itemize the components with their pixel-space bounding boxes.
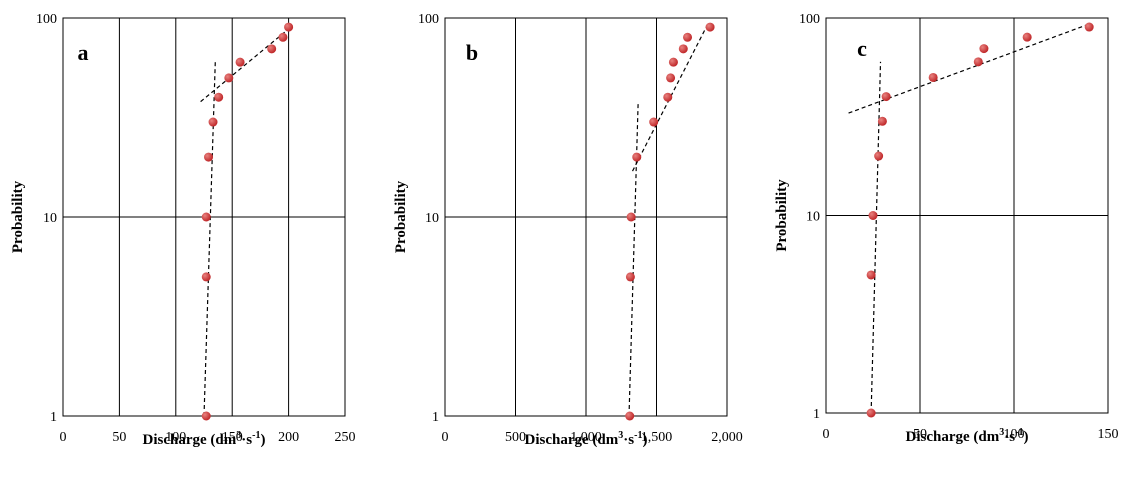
trendline <box>200 26 292 103</box>
data-point <box>866 270 876 280</box>
x-tick-label: 1,000 <box>570 430 602 445</box>
data-point <box>284 22 294 32</box>
data-point <box>625 272 635 282</box>
data-point <box>668 57 678 67</box>
panel-label: c <box>857 36 867 61</box>
x-axis-label: Discharge (dm3·s-1) <box>525 430 648 448</box>
panel-label: b <box>466 40 478 65</box>
data-point <box>267 44 277 54</box>
data-point <box>208 117 218 127</box>
x-axis-label: Discharge (dm3·s-1) <box>906 427 1029 445</box>
data-point <box>1084 22 1094 32</box>
data-point <box>625 411 635 421</box>
data-point <box>881 92 891 102</box>
chart-panel-a: 0 50 100 150 200 250 1 10 100 a Discharge (dm3·s-1… <box>10 12 356 448</box>
data-point <box>973 57 983 67</box>
data-point <box>214 92 224 102</box>
x-tick-label: 2,000 <box>711 430 743 445</box>
data-point <box>201 212 211 222</box>
data-point <box>866 408 876 418</box>
data-point <box>874 151 884 161</box>
trendline <box>628 101 639 417</box>
x-axis-label: Discharge (dm3·s-1) <box>143 430 266 448</box>
x-tick-label: 1,500 <box>641 430 673 445</box>
trendline <box>870 61 882 414</box>
y-tick-label: 100 <box>36 12 57 27</box>
data-point <box>663 92 673 102</box>
x-tick-label: 0 <box>60 430 67 445</box>
data-point <box>204 152 214 162</box>
data-point <box>683 32 693 42</box>
data-point <box>1022 32 1032 42</box>
x-tick-label: 0 <box>823 427 830 442</box>
y-tick-label: 10 <box>43 211 57 226</box>
y-tick-label: 100 <box>418 12 439 27</box>
panel-label: a <box>78 40 89 65</box>
chart-panel-c: 0 50 100 150 1 10 100 c Discharge (dm3·s-1) Proba… <box>774 12 1119 445</box>
y-tick-label: 10 <box>806 210 820 225</box>
x-tick-label: 100 <box>1004 427 1025 442</box>
trendline <box>203 62 216 417</box>
x-tick-label: 200 <box>278 430 299 445</box>
data-point <box>235 57 245 67</box>
y-tick-label: 10 <box>425 211 439 226</box>
x-tick-label: 0 <box>442 430 449 445</box>
y-tick-label: 1 <box>432 410 439 425</box>
x-tick-label: 150 <box>1098 427 1119 442</box>
data-point <box>928 72 938 82</box>
data-point <box>979 44 989 54</box>
x-tick-label: 500 <box>505 430 526 445</box>
data-point <box>678 44 688 54</box>
x-tick-label: 250 <box>335 430 356 445</box>
y-tick-label: 1 <box>50 410 57 425</box>
x-tick-label: 150 <box>222 430 243 445</box>
data-point <box>868 211 878 220</box>
data-point <box>666 73 676 83</box>
data-point <box>632 152 642 162</box>
y-axis-label: Probability <box>774 179 790 252</box>
data-point <box>224 73 234 83</box>
y-tick-label: 100 <box>799 12 820 27</box>
chart-panel-b: 0 500 1,000 1,500 2,000 1 10 100 b Discharge (dm3… <box>393 12 743 448</box>
x-tick-label: 50 <box>913 427 927 442</box>
data-point <box>705 22 715 32</box>
data-point <box>201 411 211 421</box>
data-point <box>278 32 288 42</box>
y-tick-label: 1 <box>813 407 820 422</box>
data-point <box>877 116 887 126</box>
y-axis-label: Probability <box>393 180 409 253</box>
x-tick-label: 50 <box>112 430 126 445</box>
data-point <box>626 212 636 222</box>
data-point <box>201 272 211 282</box>
x-tick-label: 100 <box>165 430 186 445</box>
data-point <box>649 117 659 127</box>
y-axis-label: Probability <box>10 180 26 253</box>
